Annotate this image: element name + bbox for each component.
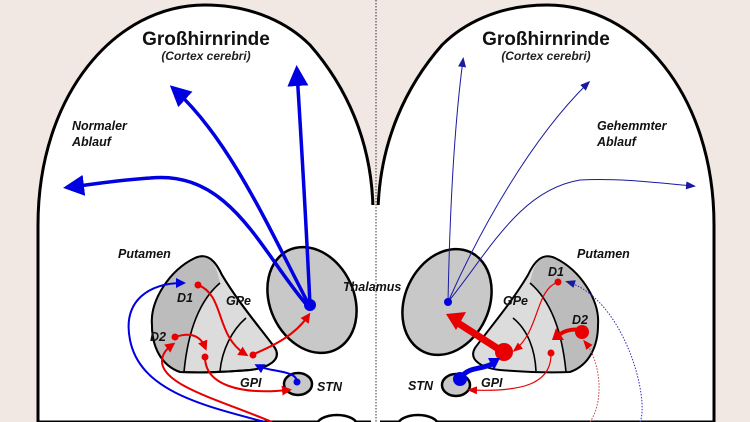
right-title: Großhirnrinde: [482, 29, 610, 50]
right-gpe-label: GPe: [503, 294, 528, 308]
right-putamen-label: Putamen: [577, 247, 630, 261]
left-d2-gpe-arrow: [174, 333, 208, 351]
left-gpe-stn-arrow: [204, 356, 292, 396]
right-substantia-nigra: [397, 413, 439, 422]
right-d1-gpi-arrow: [512, 281, 559, 352]
right-mode-label: Gehemmter: [597, 119, 668, 133]
right-gpi-thalamus-arrow: [456, 320, 502, 353]
right-putamen: [530, 256, 599, 372]
left-putamen-label: Putamen: [118, 247, 171, 261]
right-thalamus-cortex-arrow-3: [447, 179, 696, 303]
left-d1-label: D1: [177, 291, 193, 305]
left-stn-label: STN: [317, 380, 343, 394]
left-d2-label: D2: [150, 330, 166, 344]
right-thalamus-cortex-arrow-2: [447, 80, 591, 303]
right-stn-label: STN: [408, 379, 434, 393]
right-cortex-d2-dotted-arrow: [583, 339, 600, 422]
right-thalamus-cortex-arrow-1: [447, 57, 467, 303]
left-title: Großhirnrinde: [142, 29, 270, 50]
right-gpi-label: GPI: [481, 376, 503, 390]
right-thalamus-node: [444, 298, 452, 306]
left-mode-label-2: Ablauf: [71, 135, 113, 149]
left-mode-label: Normaler: [72, 119, 128, 133]
left-thalamus-cortex-arrow-1: [287, 65, 312, 306]
right-d2-label: D2: [572, 313, 588, 327]
left-gpi-label: GPI: [240, 376, 262, 390]
left-thalamus-node: [304, 299, 316, 311]
right-gpe-stn-arrow: [467, 352, 552, 395]
left-subtitle: (Cortex cerebri): [161, 49, 250, 63]
left-gpi-thalamus-arrow: [253, 312, 311, 355]
left-cortex-d2-arrow: [160, 342, 273, 422]
right-mode-label-2: Ablauf: [596, 135, 638, 149]
left-thalamus-cortex-arrow-3: [63, 174, 308, 306]
right-subtitle: (Cortex cerebri): [501, 49, 590, 63]
left-cortex-d1-arrow: [127, 278, 266, 422]
left-substantia-nigra: [316, 413, 358, 422]
thalamus-label: Thalamus: [343, 280, 401, 294]
right-gpi-node: [495, 343, 513, 361]
left-gpe-label: GPe: [226, 294, 251, 308]
left-thalamus-cortex-arrow-2: [169, 85, 310, 304]
right-d1-label: D1: [548, 265, 564, 279]
left-d1-gpi-arrow: [197, 284, 249, 357]
